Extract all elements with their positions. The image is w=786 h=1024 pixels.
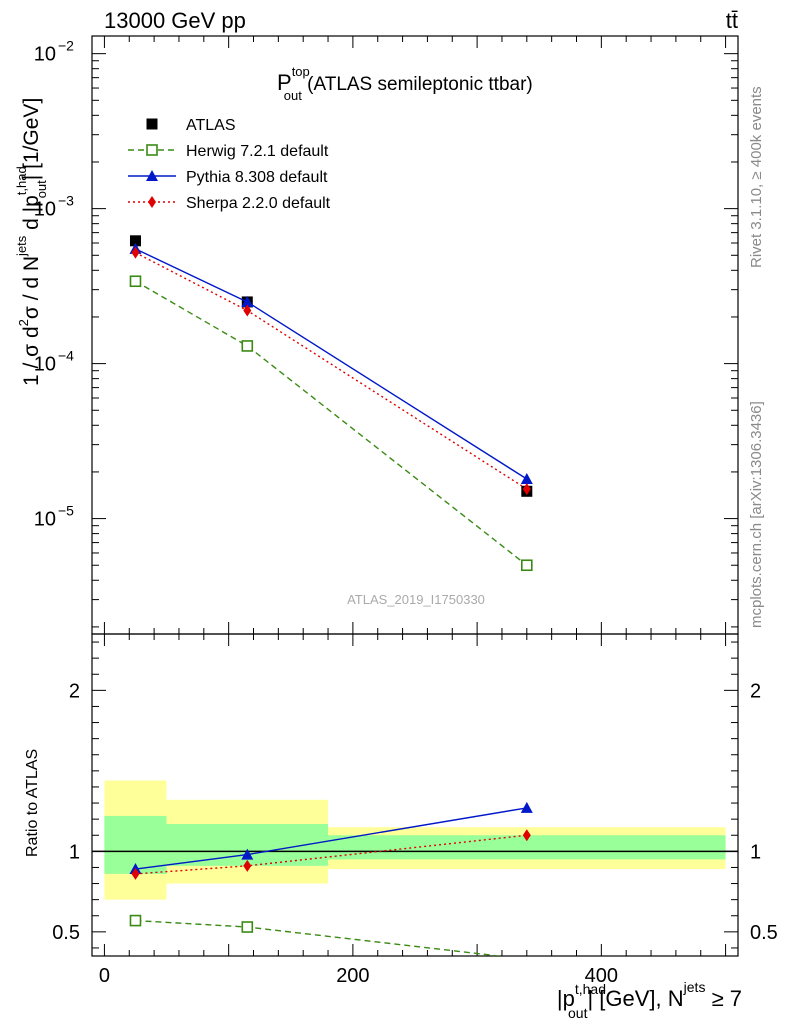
title-sub: out <box>284 88 302 103</box>
y-tick-label-1: 10 <box>34 199 56 221</box>
y-tick-label-0: 10 <box>34 44 56 66</box>
ratio-y-tick-label-right-1: 1 <box>750 841 761 863</box>
main-point-2-1 <box>241 295 254 307</box>
ratio-point-1-2 <box>520 801 533 813</box>
ylabel-c-sub: out <box>34 180 49 198</box>
xlabel-c: ≥ 7 <box>705 986 742 1011</box>
ylabel-a-sup: 2 <box>16 319 31 326</box>
ratio-y-tick-label-0.5: 0.5 <box>52 922 80 944</box>
ratio-point-0-1 <box>241 921 254 933</box>
y-tick-label-3: 10 <box>34 509 56 531</box>
ratio-point-0-0 <box>129 914 142 927</box>
main-point-3-2 <box>522 483 531 496</box>
title-sup: top <box>292 64 310 79</box>
ratio-series-1 <box>129 801 533 875</box>
legend-entry-1: Herwig 7.2.1 default <box>128 143 329 160</box>
ratio-point-2-0 <box>131 867 140 880</box>
main-point-1-1 <box>241 340 254 352</box>
x-tick-label-200: 200 <box>336 965 369 987</box>
ratio-y-tick-label-right-2: 2 <box>750 680 761 702</box>
legend-entry-0: ATLAS <box>146 117 236 134</box>
xlabel-b-sup: jets <box>683 979 706 995</box>
legend-label-2: Pythia 8.308 default <box>186 169 328 186</box>
main-point-2-2 <box>520 473 533 485</box>
main-point-1-2 <box>521 559 533 572</box>
main-series-1 <box>129 275 533 572</box>
analysis-watermark: ATLAS_2019_I1750330 <box>347 592 485 607</box>
x-tick-label-0: 0 <box>99 965 110 987</box>
ratio-point-2-1 <box>243 859 252 872</box>
legend-marker-1 <box>146 144 158 156</box>
legend-marker-0 <box>146 118 158 130</box>
main-ylabel: 1 / σ d2σ / d Njets d |pt,had out| [1/GeV… <box>14 98 49 386</box>
ratio-point-1-1 <box>241 848 254 860</box>
energy-label: 13000 GeV pp <box>104 8 246 33</box>
xlabel-a: |p <box>557 986 575 1011</box>
title-rest: (ATLAS semileptonic ttbar) <box>302 74 533 95</box>
process-label: tt̄ <box>726 8 738 33</box>
ratio-series-line-0 <box>135 919 505 956</box>
rivet-label: Rivet 3.1.10, ≥ 400k events <box>748 86 765 268</box>
legend-label-1: Herwig 7.2.1 default <box>186 143 329 160</box>
legend-label-0: ATLAS <box>186 117 236 134</box>
ylabel-b-sup: jets <box>14 235 29 257</box>
main-point-3-0 <box>131 246 140 259</box>
legend-marker-2 <box>146 170 158 181</box>
legend-label-3: Sherpa 2.2.0 default <box>186 195 331 212</box>
ylabel-c-sup: t,had <box>14 166 29 195</box>
main-point-0-0 <box>129 235 141 247</box>
ratio-series-0 <box>129 914 505 956</box>
ratio-y-tick-label-right-0.5: 0.5 <box>750 922 778 944</box>
ylabel-b: σ / d N <box>20 256 43 319</box>
ratio-panel-frame <box>91 633 739 957</box>
main-point-3-1 <box>243 304 252 317</box>
y-tick-label-exp-2: −4 <box>58 348 74 364</box>
y-tick-label-2: 10 <box>34 354 56 376</box>
ratio-ylabel: Ratio to ATLAS <box>24 749 41 857</box>
y-tick-label-exp-3: −5 <box>58 503 74 519</box>
ylabel-a: 1 / σ d <box>20 326 43 386</box>
ratio-series-2 <box>131 829 531 880</box>
main-series-3 <box>131 246 531 496</box>
main-series-line-1 <box>135 280 528 566</box>
y-tick-label-exp-1: −3 <box>58 193 74 209</box>
main-series-2 <box>129 242 533 485</box>
title-p: P <box>277 70 292 95</box>
legend-entry-3: Sherpa 2.2.0 default <box>128 195 331 212</box>
main-title: Ptop out (ATLAS semileptonic ttbar) <box>277 64 533 103</box>
ylabel-c: d |p <box>20 195 43 235</box>
x-tick-label-400: 400 <box>585 965 618 987</box>
ratio-y-tick-label-1: 1 <box>69 841 80 863</box>
mcplots-label: mcplots.cern.ch [arXiv:1306.3436] <box>748 401 765 628</box>
y-tick-label-exp-0: −2 <box>58 38 74 54</box>
xlabel: |pt,had out| [GeV], Njets ≥ 7 <box>557 979 742 1021</box>
legend-marker-3 <box>148 196 156 208</box>
ylabel-d: | [1/GeV] <box>20 98 43 181</box>
main-point-1-0 <box>129 275 142 288</box>
xlabel-a-sub: out <box>568 1005 588 1021</box>
main-series-line-3 <box>135 252 528 490</box>
ratio-point-2-2 <box>522 829 531 842</box>
xlabel-b: | [GeV], N <box>587 986 683 1011</box>
ratio-y-tick-label-2: 2 <box>69 680 80 702</box>
xlabel-a-sup: t,had <box>575 981 606 997</box>
legend-entry-2: Pythia 8.308 default <box>128 169 328 186</box>
